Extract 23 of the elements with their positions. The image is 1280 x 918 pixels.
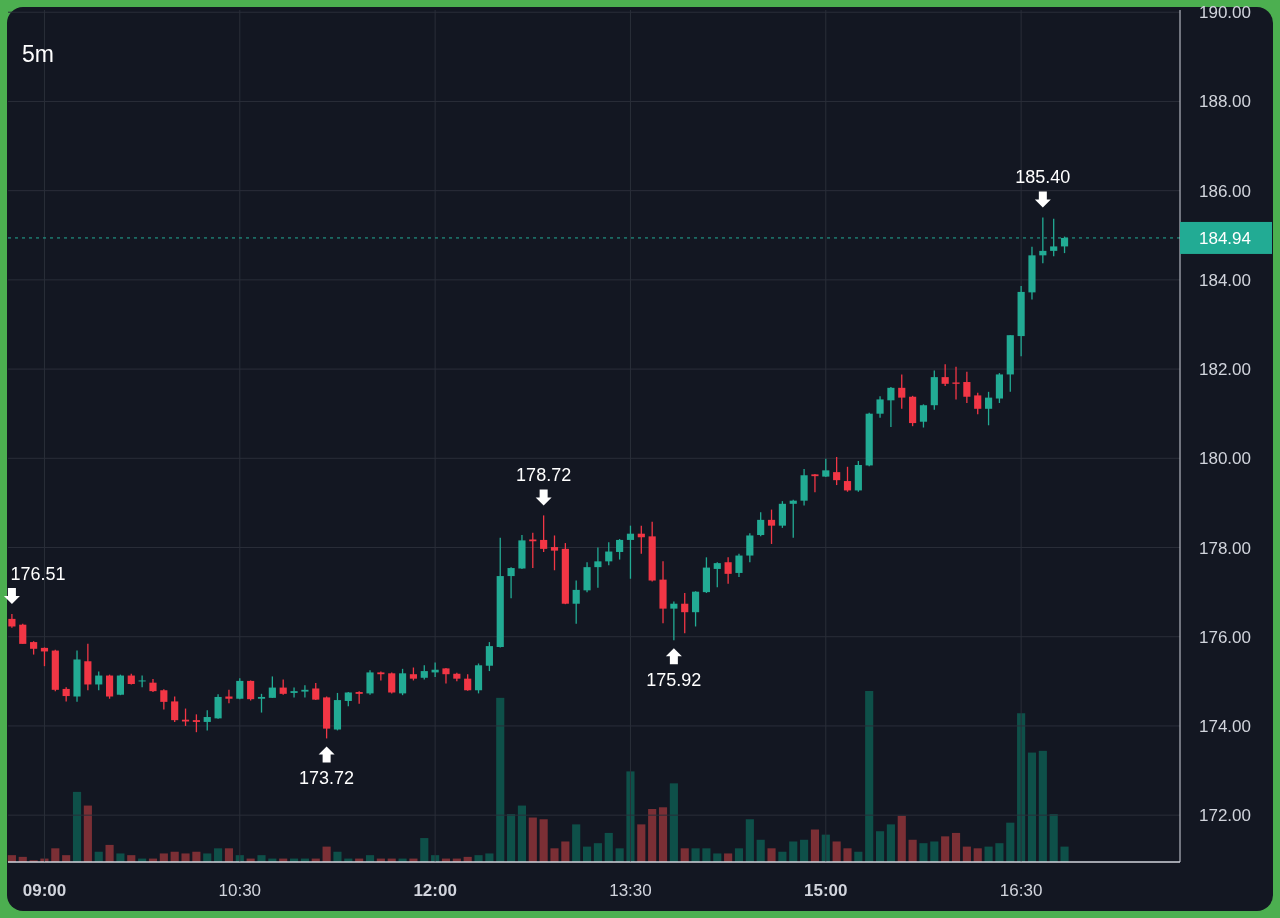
- y-tick-label: 176.00: [1199, 627, 1251, 647]
- y-tick-label: 190.00: [1199, 3, 1251, 23]
- y-tick-label: 178.00: [1199, 538, 1251, 558]
- y-tick-label: 182.00: [1199, 360, 1251, 380]
- x-tick-label: 16:30: [999, 881, 1043, 900]
- y-tick-label: 188.00: [1199, 92, 1251, 112]
- y-tick-label: 174.00: [1199, 716, 1251, 736]
- y-tick-label: 180.00: [1199, 449, 1251, 469]
- x-tick-label: 10:30: [218, 881, 262, 900]
- ref-line-label: 184.94: [1199, 228, 1251, 248]
- annotation: 178.72: [516, 465, 572, 486]
- x-tick-label: 13:30: [609, 881, 652, 900]
- y-tick-label: 184.00: [1199, 270, 1251, 290]
- text: 5m: [22, 41, 54, 67]
- y-tick-label: 186.00: [1199, 181, 1251, 201]
- annotation: 173.72: [299, 768, 355, 789]
- annotation: 176.51: [10, 563, 66, 584]
- annotation: 175.92: [646, 670, 702, 691]
- x-tick-label: 09:00: [22, 881, 67, 900]
- x-tick-label: 15:00: [804, 881, 848, 900]
- x-tick-label: 12:00: [413, 881, 457, 900]
- annotation: 185.40: [1015, 167, 1071, 188]
- y-tick-label: 172.00: [1199, 806, 1251, 826]
